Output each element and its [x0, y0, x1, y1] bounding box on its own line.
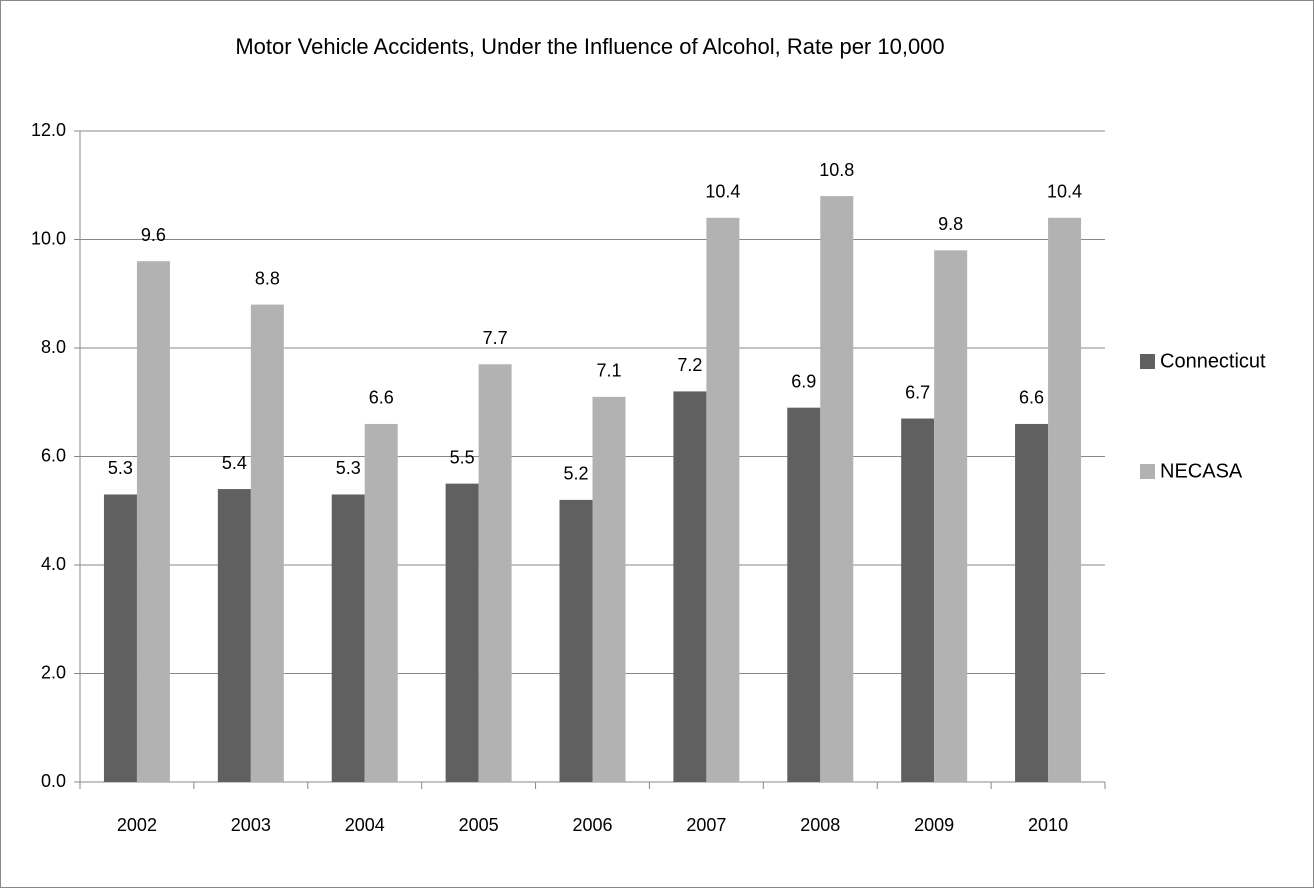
data-label: 6.6	[369, 388, 394, 408]
x-tick-label: 2010	[1028, 815, 1068, 835]
bar	[136, 261, 170, 782]
x-tick-label: 2008	[800, 815, 840, 835]
x-tick-label: 2006	[572, 815, 612, 835]
data-label: 6.7	[905, 382, 930, 402]
data-label: 9.8	[938, 214, 963, 234]
y-tick-label: 0.0	[41, 771, 66, 791]
data-label: 5.4	[222, 453, 247, 473]
data-label: 7.1	[596, 361, 621, 381]
bar	[250, 304, 284, 782]
data-label: 6.9	[791, 371, 816, 391]
y-tick-label: 2.0	[41, 662, 66, 682]
y-tick-label: 12.0	[31, 120, 66, 140]
x-tick-label: 2007	[686, 815, 726, 835]
data-label: 5.3	[336, 458, 361, 478]
bar	[787, 407, 821, 782]
data-label: 10.4	[705, 182, 740, 202]
data-label: 5.3	[108, 458, 133, 478]
data-label: 5.2	[563, 464, 588, 484]
x-tick-label: 2003	[231, 815, 271, 835]
bar	[559, 499, 593, 782]
bar	[820, 196, 854, 783]
data-label: 7.2	[677, 355, 702, 375]
bar	[706, 217, 740, 783]
legend-label: Connecticut	[1160, 350, 1266, 372]
y-tick-label: 4.0	[41, 554, 66, 574]
data-label: 10.8	[819, 160, 854, 180]
bar	[673, 391, 707, 782]
x-tick-label: 2004	[345, 815, 385, 835]
x-tick-label: 2002	[117, 815, 157, 835]
data-label: 6.6	[1019, 388, 1044, 408]
data-label: 5.5	[450, 447, 475, 467]
y-tick-label: 6.0	[41, 445, 66, 465]
bar	[445, 483, 479, 782]
bar	[364, 423, 398, 782]
data-label: 10.4	[1047, 182, 1082, 202]
x-tick-label: 2005	[459, 815, 499, 835]
bar	[901, 418, 935, 782]
x-tick-label: 2009	[914, 815, 954, 835]
chart-title: Motor Vehicle Accidents, Under the Influ…	[235, 34, 944, 59]
bar	[103, 494, 137, 782]
bar	[1048, 217, 1082, 783]
bar	[478, 364, 512, 782]
bar	[934, 250, 968, 783]
bar	[217, 489, 251, 782]
legend-swatch	[1140, 354, 1155, 369]
y-tick-label: 8.0	[41, 337, 66, 357]
legend-label: NECASA	[1160, 460, 1243, 482]
data-label: 7.7	[483, 328, 508, 348]
data-label: 9.6	[141, 225, 166, 245]
legend-swatch	[1140, 464, 1155, 479]
data-label: 8.8	[255, 268, 280, 288]
y-tick-label: 10.0	[31, 228, 66, 248]
bar	[1015, 423, 1049, 782]
bar	[592, 396, 626, 782]
bar	[331, 494, 365, 782]
